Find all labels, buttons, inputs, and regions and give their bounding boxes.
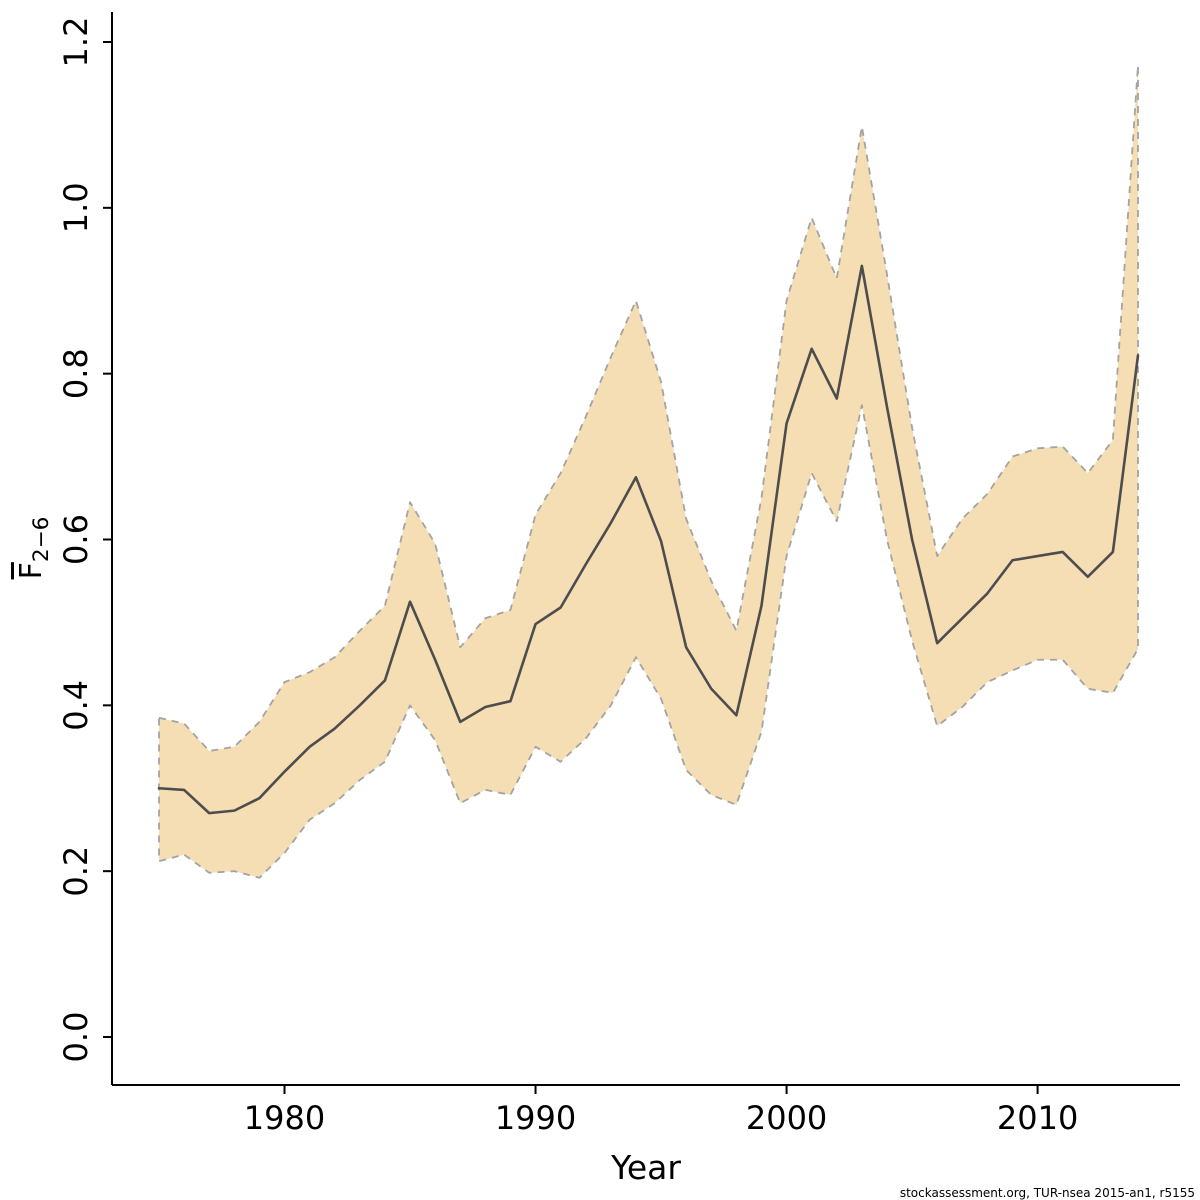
y-axis-label: F2−6 xyxy=(14,517,54,580)
y-tick-label: 0.0 xyxy=(57,1012,95,1063)
y-tick-label: 0.8 xyxy=(57,348,95,399)
y-tick-label: 1.0 xyxy=(57,182,95,233)
y-axis-label-subscript: 2−6 xyxy=(29,516,54,563)
watermark-credit: stockassessment.org, TUR-nsea 2015-an1, … xyxy=(899,1186,1195,1200)
y-tick-label: 1.2 xyxy=(57,17,95,68)
y-tick-label: 0.4 xyxy=(57,680,95,731)
x-axis-label: Year xyxy=(611,1148,681,1187)
tick-labels: 1980 1990 2000 2010 0.0 0.2 0.4 0.6 0.8 1.0 1.2 xyxy=(57,17,1078,1137)
y-tick-label: 0.2 xyxy=(57,846,95,897)
x-tick-label: 2010 xyxy=(997,1099,1078,1137)
x-tick-label: 1990 xyxy=(495,1099,576,1137)
y-tick-label: 0.6 xyxy=(57,514,95,565)
confidence-band xyxy=(158,64,1139,879)
y-axis-label-main: F xyxy=(14,562,49,580)
x-tick-label: 1980 xyxy=(244,1099,325,1137)
x-tick-label: 2000 xyxy=(746,1099,827,1137)
fbar-estimate-line xyxy=(157,264,1140,815)
axes xyxy=(103,12,1180,1094)
